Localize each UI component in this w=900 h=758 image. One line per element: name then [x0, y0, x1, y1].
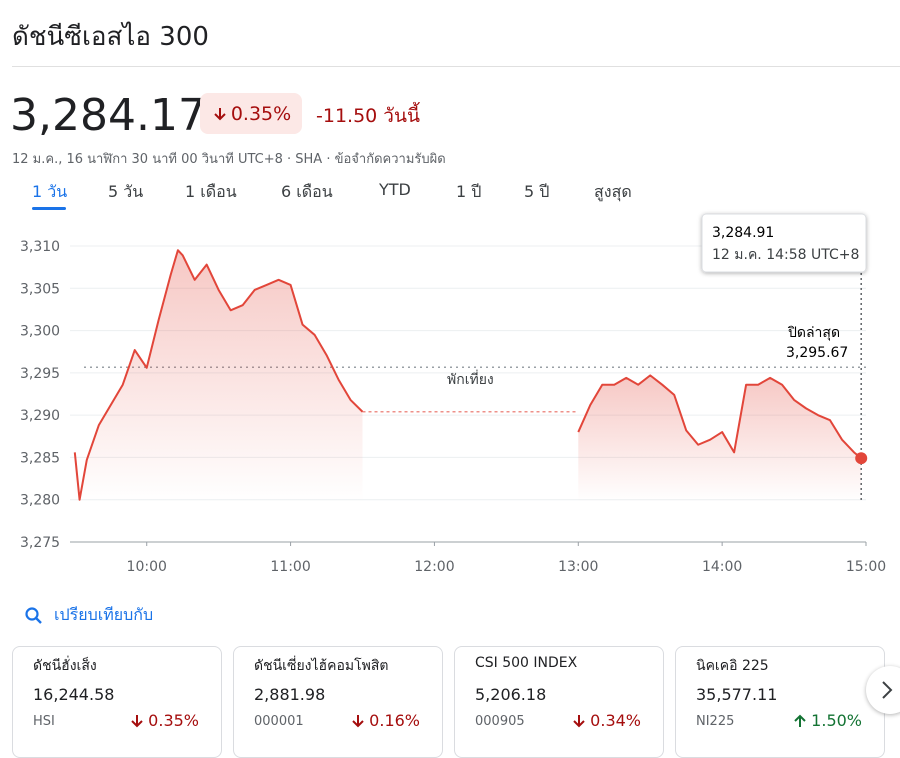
- x-tick-label: 11:00: [270, 559, 310, 575]
- card-price: 2,881.98: [254, 685, 326, 704]
- x-tick-label: 14:00: [702, 559, 742, 575]
- card-name: นิคเคอิ 225: [696, 658, 769, 674]
- card-price: 35,577.11: [696, 685, 778, 704]
- card-price: 16,244.58: [33, 685, 115, 704]
- y-tick-label: 3,290: [20, 408, 60, 424]
- change-abs: -11.50 วันนี้: [316, 105, 420, 127]
- previous-close-label: ปิดล่าสุด: [788, 325, 841, 341]
- line-area: [578, 375, 862, 502]
- lunch-label: พักเที่ยง: [447, 370, 494, 388]
- tooltip-value: 3,284.91: [712, 225, 774, 241]
- down-arrow: [573, 714, 585, 727]
- down-arrow: [214, 107, 226, 120]
- card-change-value: 1.50%: [811, 711, 862, 730]
- y-tick-label: 3,285: [20, 450, 60, 466]
- down-arrow: [352, 714, 364, 727]
- previous-close-value: 3,295.67: [786, 345, 848, 361]
- last-point: [855, 452, 868, 465]
- card-symbol: HSI: [33, 714, 55, 729]
- chart: 3,275 3,280 3,285 3,290 3,295 3,300 3,305 3,310…: [20, 213, 886, 575]
- down-arrow: [131, 714, 143, 727]
- card-change: 1.50%: [791, 711, 862, 730]
- meta: 12 ม.ค., 16 นาฬิกา 30 นาที 00 วินาที UTC…: [12, 152, 446, 167]
- compare-card[interactable]: CSI 500 INDEX 5,206.18 000905 0.34%: [454, 646, 664, 758]
- compare-title: เปรียบเทียบกับ: [54, 605, 154, 624]
- y-tick-label: 3,275: [20, 535, 60, 551]
- range-tabs: 1 วัน 5 วัน 1 เดือน 6 เดือน YTD 1 ปี 5 ปี สูงสุ…: [0, 180, 900, 212]
- range-tab[interactable]: 1 เดือน: [185, 182, 237, 201]
- page-title: ดัชนีซีเอสไอ 300: [12, 22, 209, 52]
- search-icon: [25, 606, 42, 624]
- divider: [12, 66, 900, 67]
- card-name: ดัชนีฮั่งเส็ง: [33, 658, 97, 674]
- compare-card[interactable]: ดัชนีฮั่งเส็ง 16,244.58 HSI 0.35%: [12, 646, 222, 758]
- price-line: [577, 374, 862, 459]
- page: ดัชนีซีเอสไอ 300 3,284.17 0.35% -11.50 ว…: [0, 22, 900, 758]
- range-tab[interactable]: 1 วัน: [32, 182, 68, 201]
- card-change: 0.35%: [128, 711, 199, 730]
- range-tab[interactable]: 5 ปี: [524, 182, 550, 201]
- card-symbol: 000905: [475, 714, 525, 729]
- card-change-value: 0.35%: [148, 711, 199, 730]
- x-tick-label: 12:00: [414, 559, 454, 575]
- card-name: ดัชนีเซี่ยงไฮ้คอมโพสิต: [254, 658, 389, 674]
- x-tick-label: 10:00: [127, 559, 167, 575]
- price-line: [73, 249, 364, 501]
- card-price: 5,206.18: [475, 685, 547, 704]
- card-change: 0.16%: [349, 711, 420, 730]
- compare-card[interactable]: ดัชนีเซี่ยงไฮ้คอมโพสิต 2,881.98 000001 0.16…: [233, 646, 443, 758]
- price: 3,284.17: [10, 90, 206, 141]
- next-button[interactable]: [866, 666, 900, 714]
- card-name: CSI 500 INDEX: [475, 655, 578, 671]
- x-tick-label: 13:00: [558, 559, 598, 575]
- tooltip-time: 12 ม.ค. 14:58 UTC+8: [712, 247, 859, 263]
- y-tick-label: 3,305: [20, 281, 60, 297]
- y-tick-label: 3,310: [20, 239, 60, 255]
- card-symbol: 000001: [254, 714, 304, 729]
- card-symbol: NI225: [696, 714, 735, 729]
- range-tab[interactable]: สูงสุด: [594, 182, 632, 201]
- line-area: [74, 250, 363, 502]
- card-change: 0.34%: [570, 711, 641, 730]
- card-change-value: 0.34%: [590, 711, 641, 730]
- tab-indicator: [32, 207, 66, 210]
- y-tick-label: 3,280: [20, 493, 60, 509]
- change-percent: 0.35%: [230, 102, 292, 125]
- range-tab[interactable]: 5 วัน: [108, 182, 144, 201]
- range-tab[interactable]: 1 ปี: [456, 182, 482, 201]
- tooltip: [701, 213, 867, 273]
- compare-button[interactable]: เปรียบเทียบกับ: [24, 603, 153, 628]
- x-tick-label: 15:00: [846, 559, 886, 575]
- compare-card[interactable]: นิคเคอิ 225 35,577.11 NI225 1.50%: [675, 646, 885, 758]
- card-change-value: 0.16%: [369, 711, 420, 730]
- range-tab[interactable]: 6 เดือน: [281, 182, 333, 201]
- up-arrow: [794, 714, 806, 727]
- range-tab[interactable]: YTD: [379, 180, 411, 199]
- y-tick-label: 3,295: [20, 366, 60, 382]
- chevron: [882, 681, 893, 699]
- y-tick-label: 3,300: [20, 324, 60, 340]
- change-badge: 0.35%: [200, 93, 302, 134]
